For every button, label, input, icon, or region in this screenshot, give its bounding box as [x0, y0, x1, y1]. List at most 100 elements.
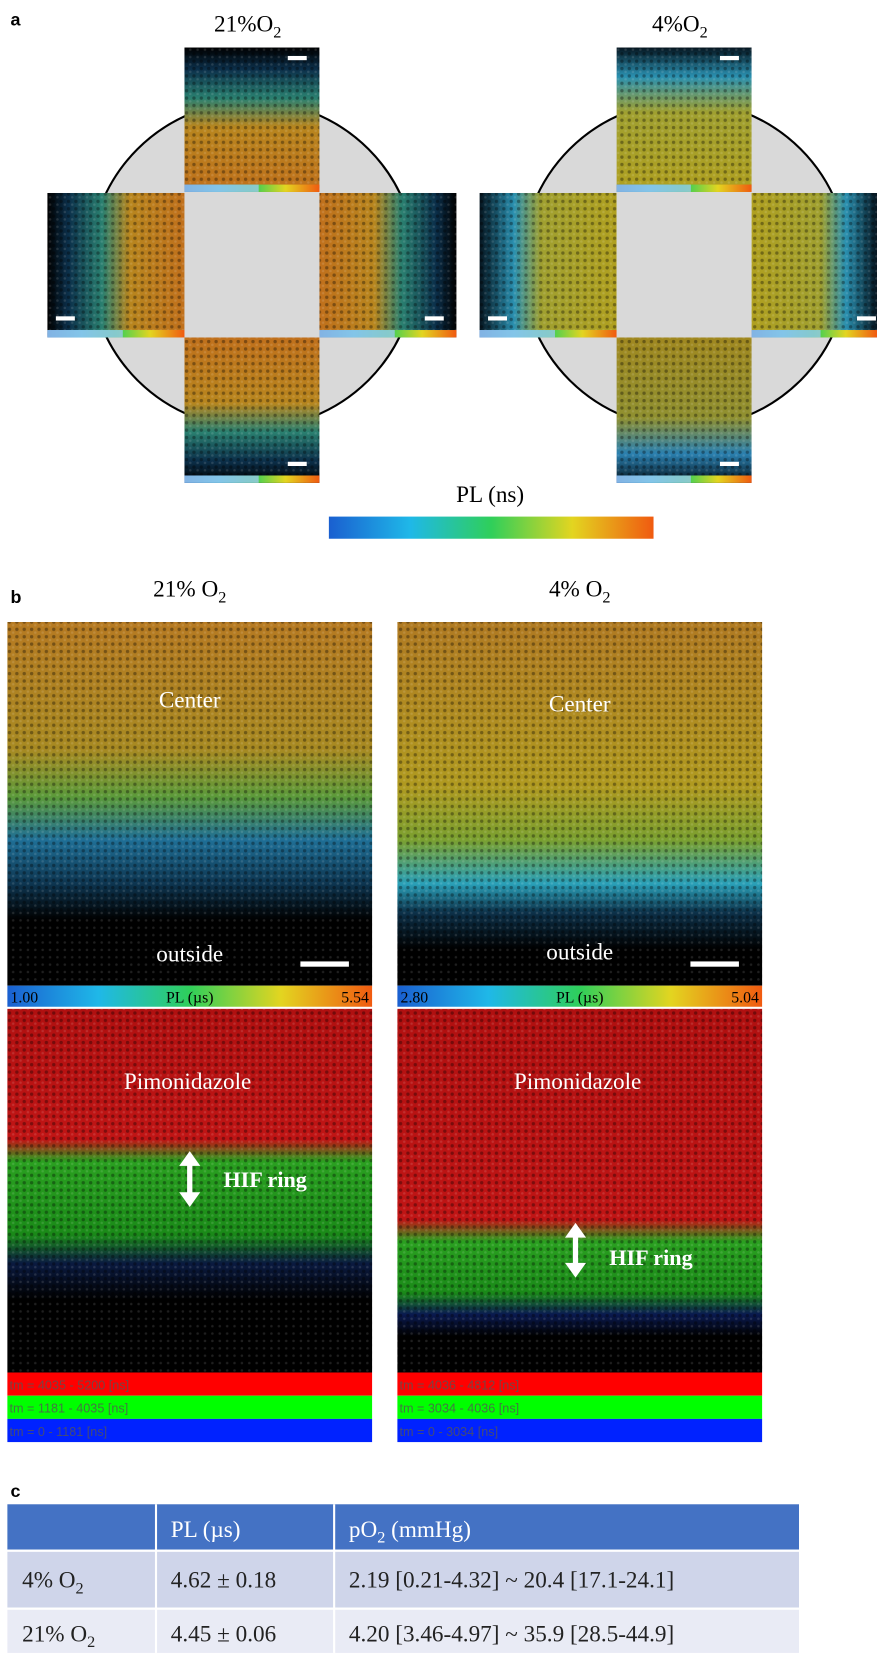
- condition-title: 21%O2: [214, 12, 281, 42]
- hif-label: HIF ring: [223, 1167, 306, 1192]
- channel-band: [397, 1372, 763, 1396]
- header-cell: PL (µs): [171, 1517, 241, 1543]
- row-label-main: 21% O: [22, 1621, 87, 1647]
- pl-cell: 4.62 ± 0.18: [171, 1568, 276, 1594]
- row-label-sub: 2: [76, 1579, 84, 1597]
- panel-label: b: [11, 587, 22, 607]
- channel-band: [7, 1418, 373, 1443]
- table-header: [7, 1504, 799, 1550]
- micrograph-texture: [616, 337, 752, 483]
- table-divider: [154, 1504, 158, 1653]
- panel-label: a: [11, 9, 22, 29]
- hif-label: HIF ring: [609, 1245, 692, 1270]
- channel-range: tm = 1181 - 4035 [ns]: [9, 1402, 128, 1416]
- row-label-main: 4% O: [22, 1568, 75, 1594]
- pl-label: PL (µs): [166, 990, 214, 1007]
- micrograph-texture: [479, 192, 617, 338]
- tile-colorbar-info: [616, 184, 691, 192]
- pl-min: 1.00: [11, 990, 39, 1007]
- well-center: [184, 192, 320, 338]
- well-center: [616, 192, 752, 338]
- condition-title: 21% O2: [153, 577, 226, 607]
- table-divider: [7, 1607, 799, 1610]
- channel-range: tm = 3034 - 4036 [ns]: [399, 1402, 519, 1416]
- condition-title-main: 4%O: [652, 12, 700, 38]
- header-cell-rest: (mmHg): [385, 1517, 471, 1543]
- condition-title-sub: 2: [602, 589, 610, 607]
- scale-bar: [300, 961, 349, 967]
- scale-bar: [424, 316, 444, 321]
- condition-title-main: 21% O: [153, 577, 218, 603]
- table-row: [7, 1551, 799, 1608]
- condition-title-main: 21%O: [214, 12, 273, 38]
- colorbar-label: PL (ns): [456, 482, 524, 508]
- channel-range: tm = 4036 - 4812 [ns]: [399, 1378, 519, 1392]
- tile-colorbar-info: [751, 330, 821, 338]
- scale-bar: [55, 316, 75, 321]
- header-cell: pO2 (mmHg): [349, 1517, 471, 1547]
- po2-cell: 2.19 [0.21-4.32] ~ 20.4 [17.1-24.1]: [349, 1568, 674, 1594]
- row-label-sub: 2: [87, 1633, 95, 1651]
- pl-label: PL (µs): [556, 990, 604, 1007]
- region-label: outside: [156, 941, 223, 967]
- header-cell-main: pO: [349, 1517, 377, 1543]
- tile-colorbar-info: [319, 330, 395, 338]
- condition-title-sub: 2: [218, 589, 226, 607]
- micrograph-texture: [47, 192, 185, 338]
- region-label: Center: [549, 692, 611, 718]
- table-divider: [7, 1549, 799, 1552]
- scale-bar: [719, 461, 739, 467]
- hif-arrow-head: [564, 1222, 587, 1278]
- table-divider: [333, 1504, 336, 1653]
- scale-bar: [287, 461, 307, 467]
- micrograph-texture: [751, 192, 877, 338]
- channel-band: [397, 1395, 763, 1419]
- pl-colorbar: [7, 985, 373, 1007]
- channel-range: tm = 0 - 1181 [ns]: [9, 1425, 107, 1439]
- micrograph-texture: [397, 1008, 763, 1373]
- tile-colorbar-info: [616, 475, 691, 483]
- condition-title-sub: 2: [273, 24, 281, 42]
- colorbar: [328, 516, 654, 539]
- tile-colorbar-info: [184, 184, 259, 192]
- condition-title-sub: 2: [700, 24, 708, 42]
- pl-min: 2.80: [401, 990, 429, 1007]
- channel-band: [7, 1372, 373, 1396]
- micrograph-texture: [397, 622, 763, 986]
- row-label: 4% O2: [22, 1568, 84, 1598]
- header-cell-sub: 2: [377, 1529, 385, 1547]
- channel-range: tm = 4035 - 5200 [ns]: [9, 1378, 129, 1392]
- table-row: [7, 1609, 799, 1653]
- channel-band: [397, 1418, 763, 1443]
- scale-bar: [719, 55, 739, 61]
- region-label: outside: [546, 939, 613, 965]
- scale-bar: [856, 316, 876, 321]
- condition-title-main: 4% O: [549, 577, 602, 603]
- scale-bar: [488, 316, 508, 321]
- po2-cell: 4.20 [3.46-4.97] ~ 35.9 [28.5-44.9]: [349, 1621, 674, 1647]
- row-label: 21% O2: [22, 1621, 95, 1651]
- tile-colorbar-info: [47, 330, 123, 338]
- condition-title: 4%O2: [652, 12, 708, 42]
- micrograph-texture: [184, 337, 320, 483]
- region-label: Center: [159, 687, 221, 713]
- pl-max: 5.04: [731, 990, 759, 1007]
- tile-colorbar-info: [184, 475, 259, 483]
- micrograph-texture: [319, 192, 457, 338]
- scale-bar: [690, 961, 739, 967]
- micrograph-texture: [184, 47, 320, 192]
- channel-range: tm = 0 - 3034 [ns]: [399, 1425, 498, 1439]
- stain-label: Pimonidazole: [514, 1069, 641, 1095]
- micrograph-texture: [7, 622, 373, 986]
- pl-max: 5.54: [341, 990, 369, 1007]
- channel-band: [7, 1395, 373, 1419]
- scale-bar: [287, 55, 307, 61]
- tile-colorbar-info: [479, 330, 555, 338]
- panel-label: c: [11, 1481, 21, 1501]
- hif-arrow-head: [179, 1151, 201, 1208]
- pl-cell: 4.45 ± 0.06: [171, 1621, 276, 1647]
- condition-title: 4% O2: [549, 577, 611, 607]
- pl-colorbar: [397, 985, 763, 1007]
- micrograph-texture: [616, 47, 752, 192]
